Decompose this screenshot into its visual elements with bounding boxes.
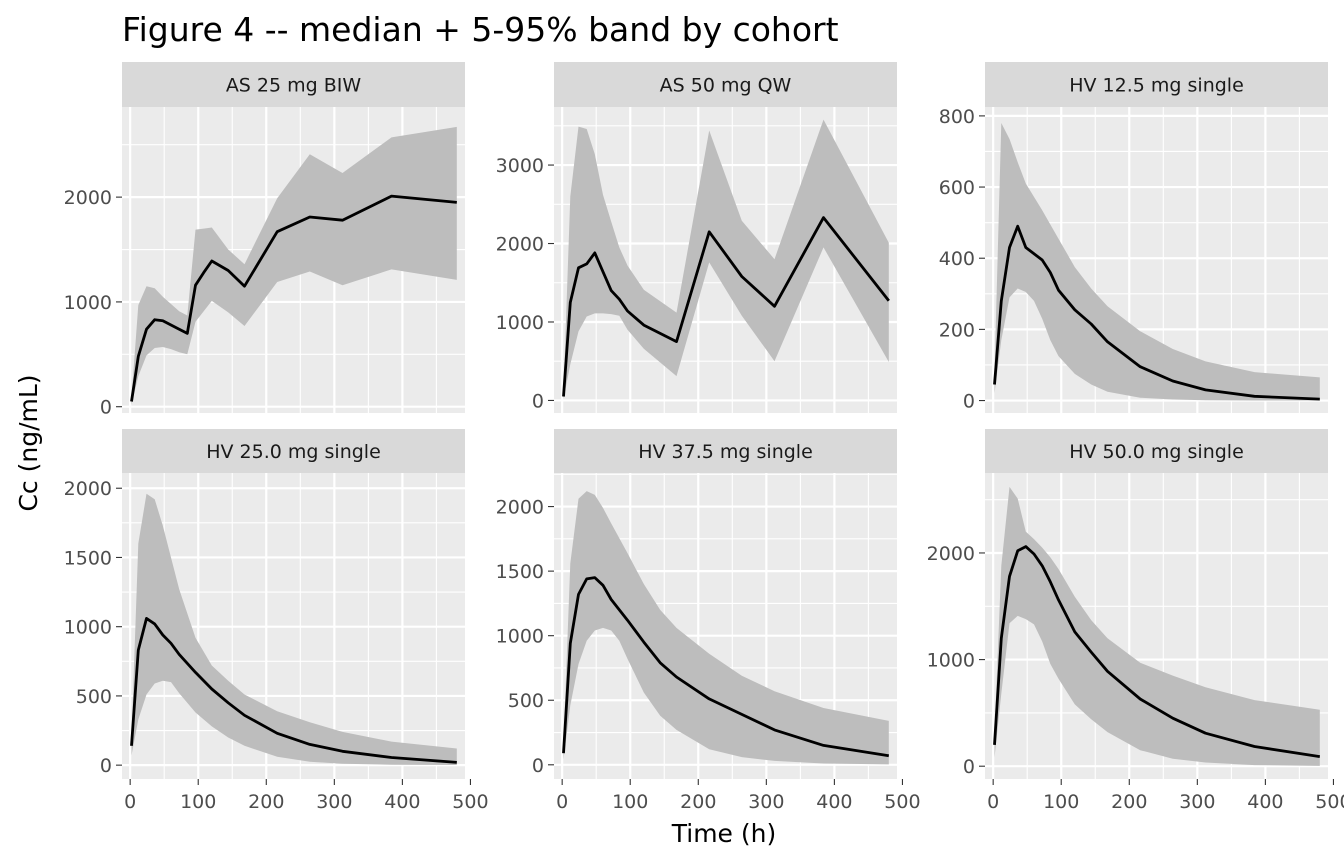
facet-panel: HV 50.0 mg single 0 1000 2000 0 100 200 300 400 5…: [927, 429, 1344, 813]
facet-strip-label: HV 37.5 mg single: [638, 441, 813, 463]
y-tick-label: 0: [532, 390, 544, 412]
y-tick-label: 0: [100, 755, 112, 777]
x-tick-label: 100: [612, 791, 648, 813]
x-tick-label: 200: [680, 791, 716, 813]
x-tick-label: 400: [1247, 791, 1283, 813]
y-tick-label: 1000: [496, 626, 544, 648]
confidence-band: [994, 123, 1320, 401]
median-line: [130, 617, 457, 764]
y-tick-label: 3000: [496, 155, 544, 177]
confidence-band: [131, 493, 457, 765]
facet-strip-label: HV 50.0 mg single: [1069, 441, 1244, 463]
confidence-band: [563, 119, 889, 399]
confidence-band: [131, 126, 457, 405]
x-tick-label: 0: [987, 791, 999, 813]
y-tick-label: 500: [508, 690, 544, 712]
median-line: [993, 224, 1320, 401]
facet-strip-label: AS 25 mg BIW: [226, 75, 362, 97]
facet-panel: HV 12.5 mg single 0 200 400 600 800: [939, 62, 1328, 413]
facet-panel: AS 25 mg BIW 0 1000 2000: [64, 62, 465, 419]
facet-panel: HV 25.0 mg single 0 500 1000 1500 2000 0 100 200…: [64, 429, 489, 813]
facet-strip: [985, 429, 1328, 473]
y-tick-label: 1500: [496, 561, 544, 583]
facet-strip: [554, 62, 897, 107]
facet-strip: [985, 62, 1328, 107]
x-tick-label: 500: [452, 791, 488, 813]
y-tick-label: 2000: [64, 187, 112, 209]
x-tick-label: 0: [124, 791, 136, 813]
x-tick-label: 500: [884, 791, 920, 813]
y-tick-label: 2000: [496, 234, 544, 256]
facet-strip-label: HV 12.5 mg single: [1069, 75, 1244, 97]
y-tick-label: 0: [963, 391, 975, 413]
x-tick-label: 100: [180, 791, 216, 813]
facet-panel: HV 37.5 mg single 0 500 1000 1500 2000 0 100 200…: [496, 429, 921, 813]
y-tick-label: 1000: [64, 617, 112, 639]
facet-panel: AS 50 mg QW 0 1000 2000 3000: [496, 62, 897, 413]
y-tick-label: 0: [963, 756, 975, 778]
y-tick-label: 1000: [64, 292, 112, 314]
facet-strip: [122, 429, 465, 473]
confidence-band: [994, 486, 1320, 766]
y-tick-label: 1000: [927, 650, 975, 672]
y-tick-label: 800: [939, 106, 975, 128]
y-tick-label: 500: [76, 686, 112, 708]
y-tick-label: 400: [939, 248, 975, 270]
facet-strip: [122, 62, 465, 107]
x-tick-label: 300: [1179, 791, 1215, 813]
median-line: [562, 576, 890, 758]
facet-strip: [554, 429, 897, 473]
median-line: [130, 194, 457, 402]
x-tick-label: 300: [316, 791, 352, 813]
y-tick-label: 1000: [496, 312, 544, 334]
y-tick-label: 0: [100, 397, 112, 419]
x-tick-label: 200: [1111, 791, 1147, 813]
y-tick-label: 2000: [496, 497, 544, 519]
facet-strip-label: HV 25.0 mg single: [206, 441, 381, 463]
confidence-band: [563, 491, 889, 765]
y-tick-label: 1500: [64, 547, 112, 569]
median-line: [562, 216, 890, 397]
facet-strip-label: AS 50 mg QW: [660, 75, 792, 97]
x-tick-label: 200: [248, 791, 284, 813]
y-axis-title: Cc (ng/mL): [14, 374, 43, 511]
x-tick-label: 100: [1043, 791, 1079, 813]
y-tick-label: 0: [532, 755, 544, 777]
chart-title: Figure 4 -- median + 5-95% band by cohor…: [122, 10, 839, 49]
y-tick-label: 2000: [64, 478, 112, 500]
x-axis-title: Time (h): [671, 819, 776, 848]
x-tick-label: 400: [384, 791, 420, 813]
y-tick-label: 2000: [927, 543, 975, 565]
median-line: [993, 545, 1321, 758]
x-tick-label: 0: [556, 791, 568, 813]
y-tick-label: 600: [939, 177, 975, 199]
x-tick-label: 300: [748, 791, 784, 813]
x-tick-label: 500: [1315, 791, 1344, 813]
y-tick-label: 200: [939, 319, 975, 341]
x-tick-label: 400: [816, 791, 852, 813]
